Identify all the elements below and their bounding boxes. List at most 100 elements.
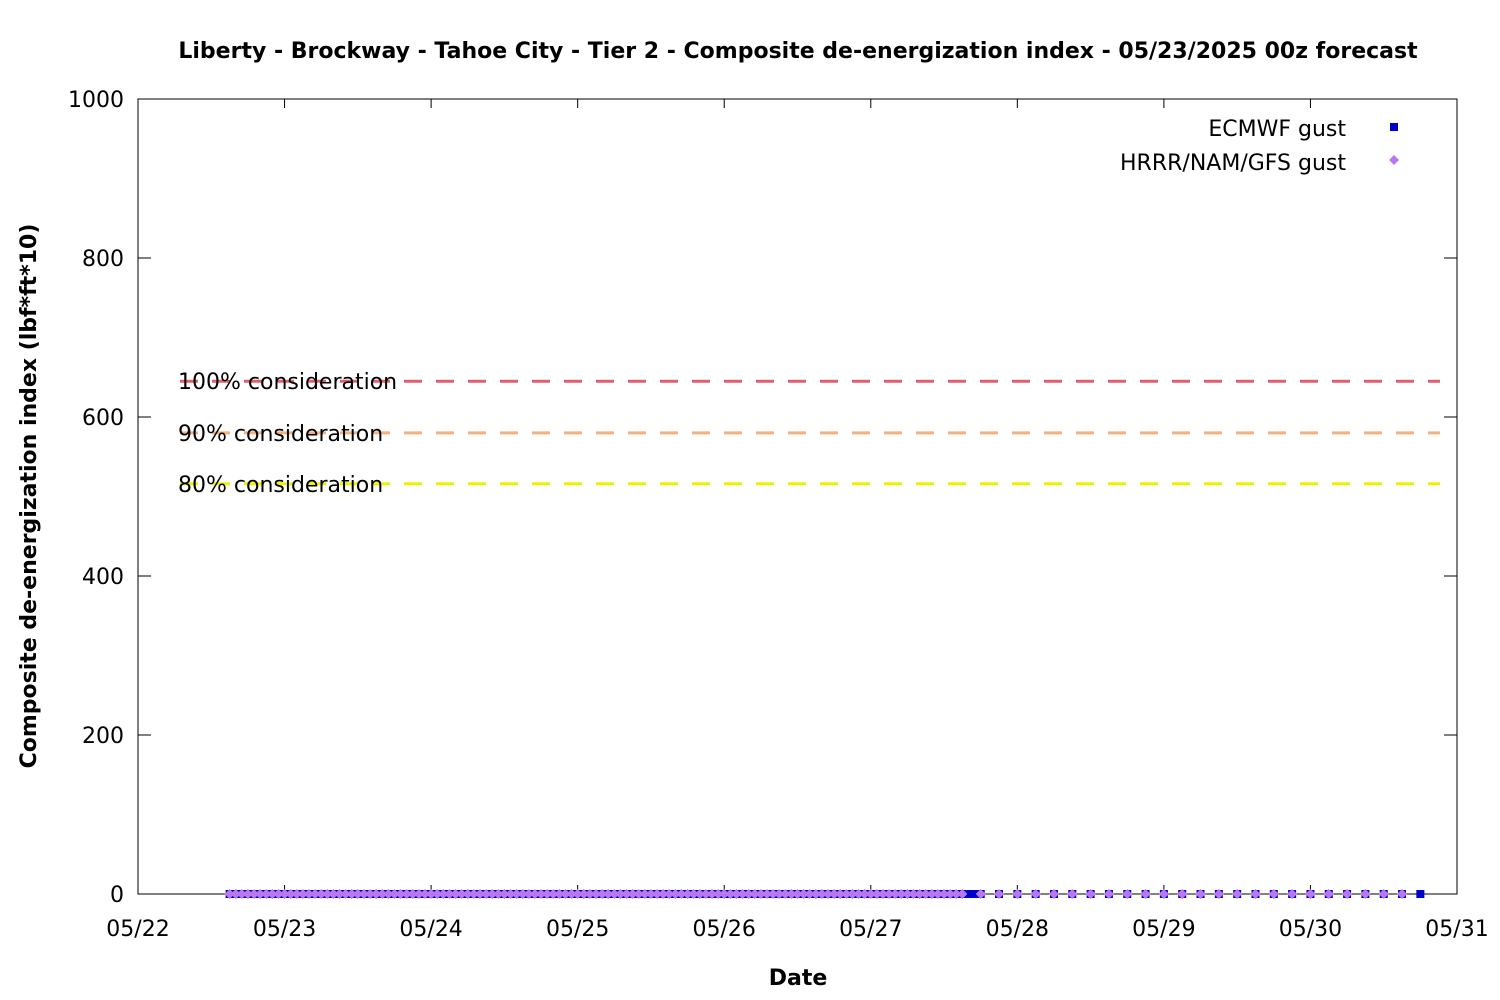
point-hrrr — [395, 889, 406, 899]
point-hrrr — [426, 889, 437, 899]
point-hrrr — [707, 889, 718, 899]
point-hrrr — [285, 889, 296, 899]
point-hrrr — [676, 889, 687, 899]
point-hrrr — [352, 889, 363, 899]
point-hrrr — [517, 889, 528, 899]
point-hrrr — [303, 889, 314, 899]
point-hrrr — [1213, 889, 1224, 899]
point-hrrr — [407, 889, 418, 899]
point-hrrr — [499, 889, 510, 899]
y-tick-label: 400 — [82, 565, 124, 590]
point-hrrr — [1012, 889, 1023, 899]
point-hrrr — [792, 889, 803, 899]
point-hrrr — [829, 889, 840, 899]
point-hrrr — [761, 889, 772, 899]
point-hrrr — [1103, 889, 1114, 899]
point-hrrr — [835, 889, 846, 899]
chart-title: Liberty - Brockway - Tahoe City - Tier 2… — [178, 39, 1418, 64]
point-hrrr — [566, 889, 577, 899]
point-hrrr — [914, 889, 925, 899]
point-hrrr — [493, 889, 504, 899]
point-hrrr — [951, 889, 962, 899]
point-hrrr — [346, 889, 357, 899]
point-hrrr — [841, 889, 852, 899]
point-hrrr — [261, 889, 272, 899]
point-hrrr — [633, 889, 644, 899]
point-hrrr — [542, 889, 553, 899]
x-axis-label: Date — [769, 966, 828, 991]
point-hrrr — [670, 889, 681, 899]
point-hrrr — [456, 889, 467, 899]
point-hrrr — [358, 889, 369, 899]
point-hrrr — [597, 889, 608, 899]
x-tick-label: 05/23 — [253, 917, 316, 942]
point-ecmwf — [1416, 890, 1425, 898]
point-hrrr — [774, 889, 785, 899]
y-tick-label: 1000 — [68, 88, 124, 113]
point-hrrr — [291, 889, 302, 899]
point-hrrr — [627, 889, 638, 899]
axis-ticks: 05/22 05/23 05/24 05/25 05/26 05/27 05/28 05/29… — [68, 88, 1489, 942]
point-hrrr — [896, 889, 907, 899]
y-tick-label: 800 — [82, 247, 124, 272]
point-hrrr — [1195, 889, 1206, 899]
point-hrrr — [242, 889, 253, 899]
point-hrrr — [865, 889, 876, 899]
point-hrrr — [371, 889, 382, 899]
point-hrrr — [572, 889, 583, 899]
point-hrrr — [267, 889, 278, 899]
point-ecmwf — [970, 890, 979, 898]
point-hrrr — [847, 889, 858, 899]
point-hrrr — [420, 889, 431, 899]
point-hrrr — [975, 889, 986, 899]
point-hrrr — [1287, 889, 1298, 899]
point-hrrr — [804, 889, 815, 899]
point-hrrr — [890, 889, 901, 899]
point-ecmwf — [964, 890, 973, 898]
point-hrrr — [340, 889, 351, 899]
point-hrrr — [1030, 889, 1041, 899]
point-hrrr — [755, 889, 766, 899]
point-hrrr — [823, 889, 834, 899]
y-tick-label: 0 — [110, 883, 124, 908]
point-hrrr — [1250, 889, 1261, 899]
point-hrrr — [957, 889, 968, 899]
threshold-label-1: 90% consideration — [178, 422, 383, 447]
legend-marker-ecmwf — [1390, 123, 1398, 131]
point-hrrr — [413, 889, 424, 899]
point-hrrr — [682, 889, 693, 899]
point-hrrr — [932, 889, 943, 899]
point-hrrr — [994, 889, 1005, 899]
point-hrrr — [474, 889, 485, 899]
x-tick-label: 05/25 — [546, 917, 609, 942]
point-hrrr — [322, 889, 333, 899]
point-hrrr — [328, 889, 339, 899]
point-hrrr — [871, 889, 882, 899]
point-hrrr — [432, 889, 443, 899]
point-hrrr — [786, 889, 797, 899]
point-hrrr — [749, 889, 760, 899]
point-hrrr — [609, 889, 620, 899]
point-hrrr — [481, 889, 492, 899]
point-hrrr — [920, 889, 931, 899]
point-hrrr — [639, 889, 650, 899]
point-hrrr — [560, 889, 571, 899]
x-tick-label: 05/22 — [106, 917, 169, 942]
point-hrrr — [853, 889, 864, 899]
y-tick-label: 200 — [82, 724, 124, 749]
point-hrrr — [713, 889, 724, 899]
point-hrrr — [377, 889, 388, 899]
point-hrrr — [688, 889, 699, 899]
point-hrrr — [731, 889, 742, 899]
point-hrrr — [487, 889, 498, 899]
x-tick-label: 05/28 — [986, 917, 1049, 942]
point-hrrr — [652, 889, 663, 899]
point-hrrr — [511, 889, 522, 899]
point-hrrr — [1360, 889, 1371, 899]
point-hrrr — [255, 889, 266, 899]
point-hrrr — [584, 889, 595, 899]
threshold-lines: 100% consideration 90% consideration 80% c… — [178, 370, 1440, 498]
point-hrrr — [297, 889, 308, 899]
point-hrrr — [877, 889, 888, 899]
point-hrrr — [621, 889, 632, 899]
